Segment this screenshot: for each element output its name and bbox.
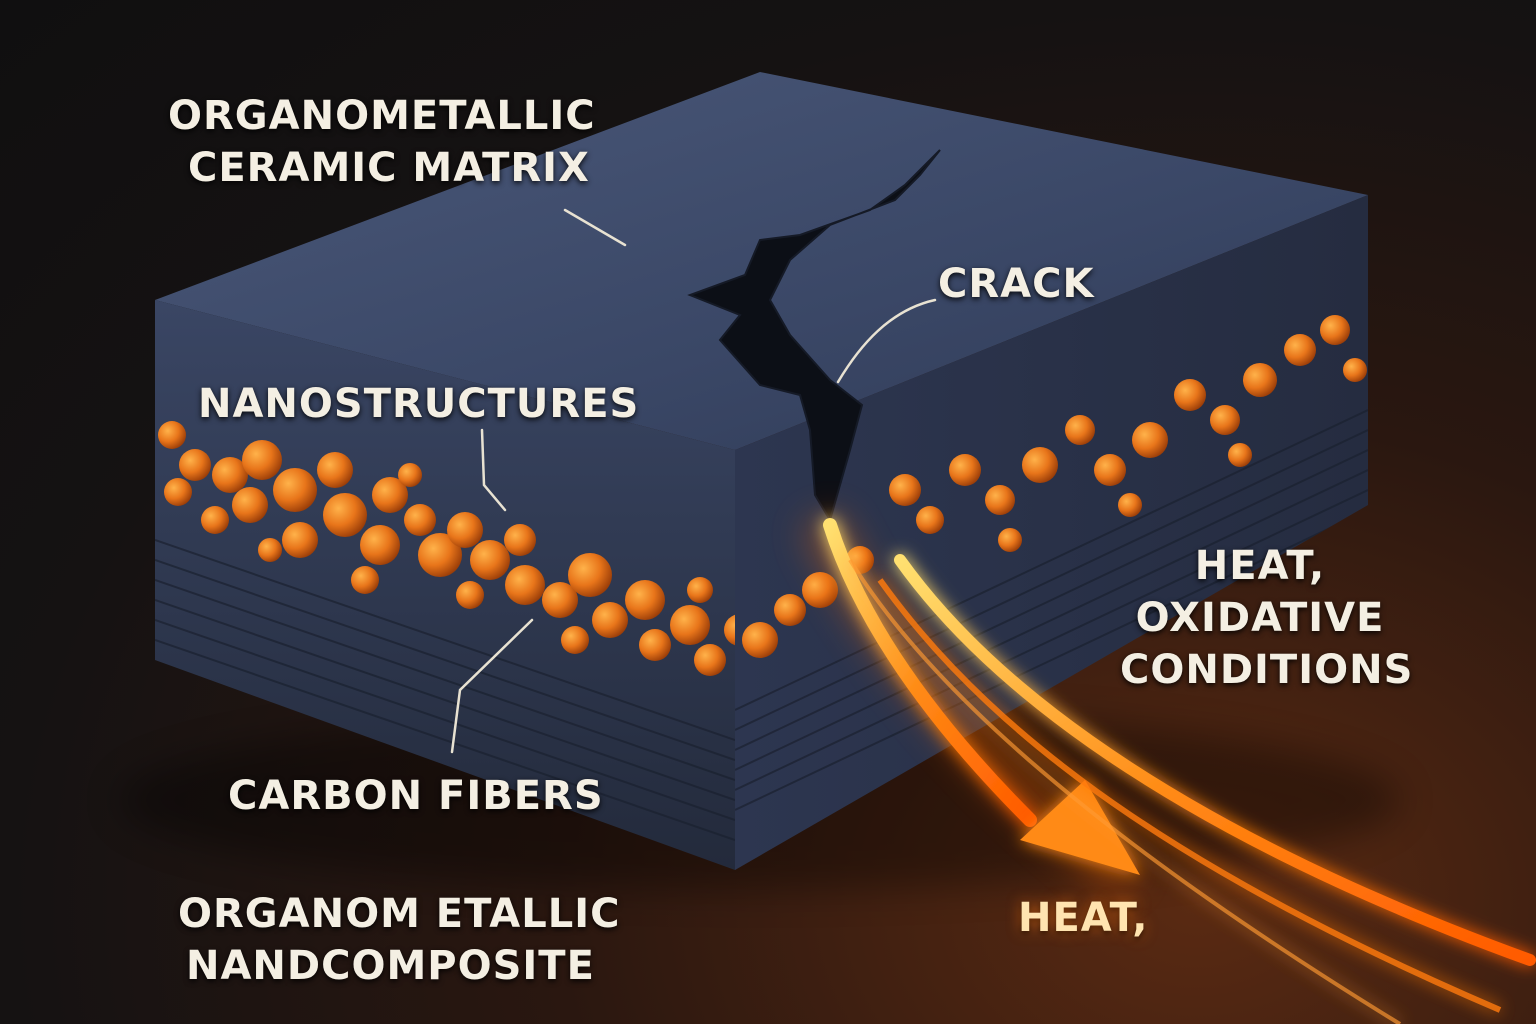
heat-stream-4 (848, 558, 1402, 1024)
label-heat-conditions-line2: OXIDATIVE (1135, 595, 1385, 641)
label-heat-conditions-line3: CONDITIONS (1120, 647, 1414, 693)
leader-matrix (563, 208, 627, 247)
label-carbon-fibers: CARBON FIBERS (228, 773, 604, 819)
heat-stream-2 (894, 554, 1536, 966)
label-composite-line1: ORGANOM ETALLIC (178, 891, 621, 937)
label-matrix: ORGANOMETALLIC CERAMIC MATRIX (168, 90, 596, 194)
heat-stream-3 (877, 578, 1502, 1013)
label-heat-conditions: HEAT, OXIDATIVE CONDITIONS (1120, 540, 1414, 696)
heat-arrow-head (1020, 780, 1140, 875)
label-heat-conditions-line1: HEAT, (1194, 543, 1326, 589)
label-composite-line2: NANDCOMPOSITE (186, 943, 595, 989)
leader-lines (450, 208, 937, 754)
carbon-fiber-texture-side (735, 409, 1368, 811)
heat-stream-1 (823, 518, 1037, 827)
label-composite: ORGANOM ETALLIC NANDCOMPOSITE (178, 888, 620, 992)
block-side-face (735, 195, 1368, 870)
label-nanostructures: NANOSTRUCTURES (198, 381, 640, 427)
leader-crack (836, 298, 937, 384)
nanostructure-particles-side (742, 315, 1367, 658)
leader-carbon-fibers (450, 618, 534, 754)
heat-flow (801, 511, 1536, 1024)
label-matrix-line1: ORGANOMETALLIC (168, 93, 596, 139)
label-heat: HEAT, (1018, 895, 1149, 941)
nanostructure-particles-front (158, 421, 735, 676)
crack (687, 149, 941, 523)
label-crack: CRACK (938, 261, 1095, 307)
carbon-fiber-texture-front (155, 539, 735, 841)
label-matrix-line2: CERAMIC MATRIX (188, 145, 590, 191)
leader-nanostructures (480, 428, 507, 512)
block-front-face (155, 300, 735, 870)
